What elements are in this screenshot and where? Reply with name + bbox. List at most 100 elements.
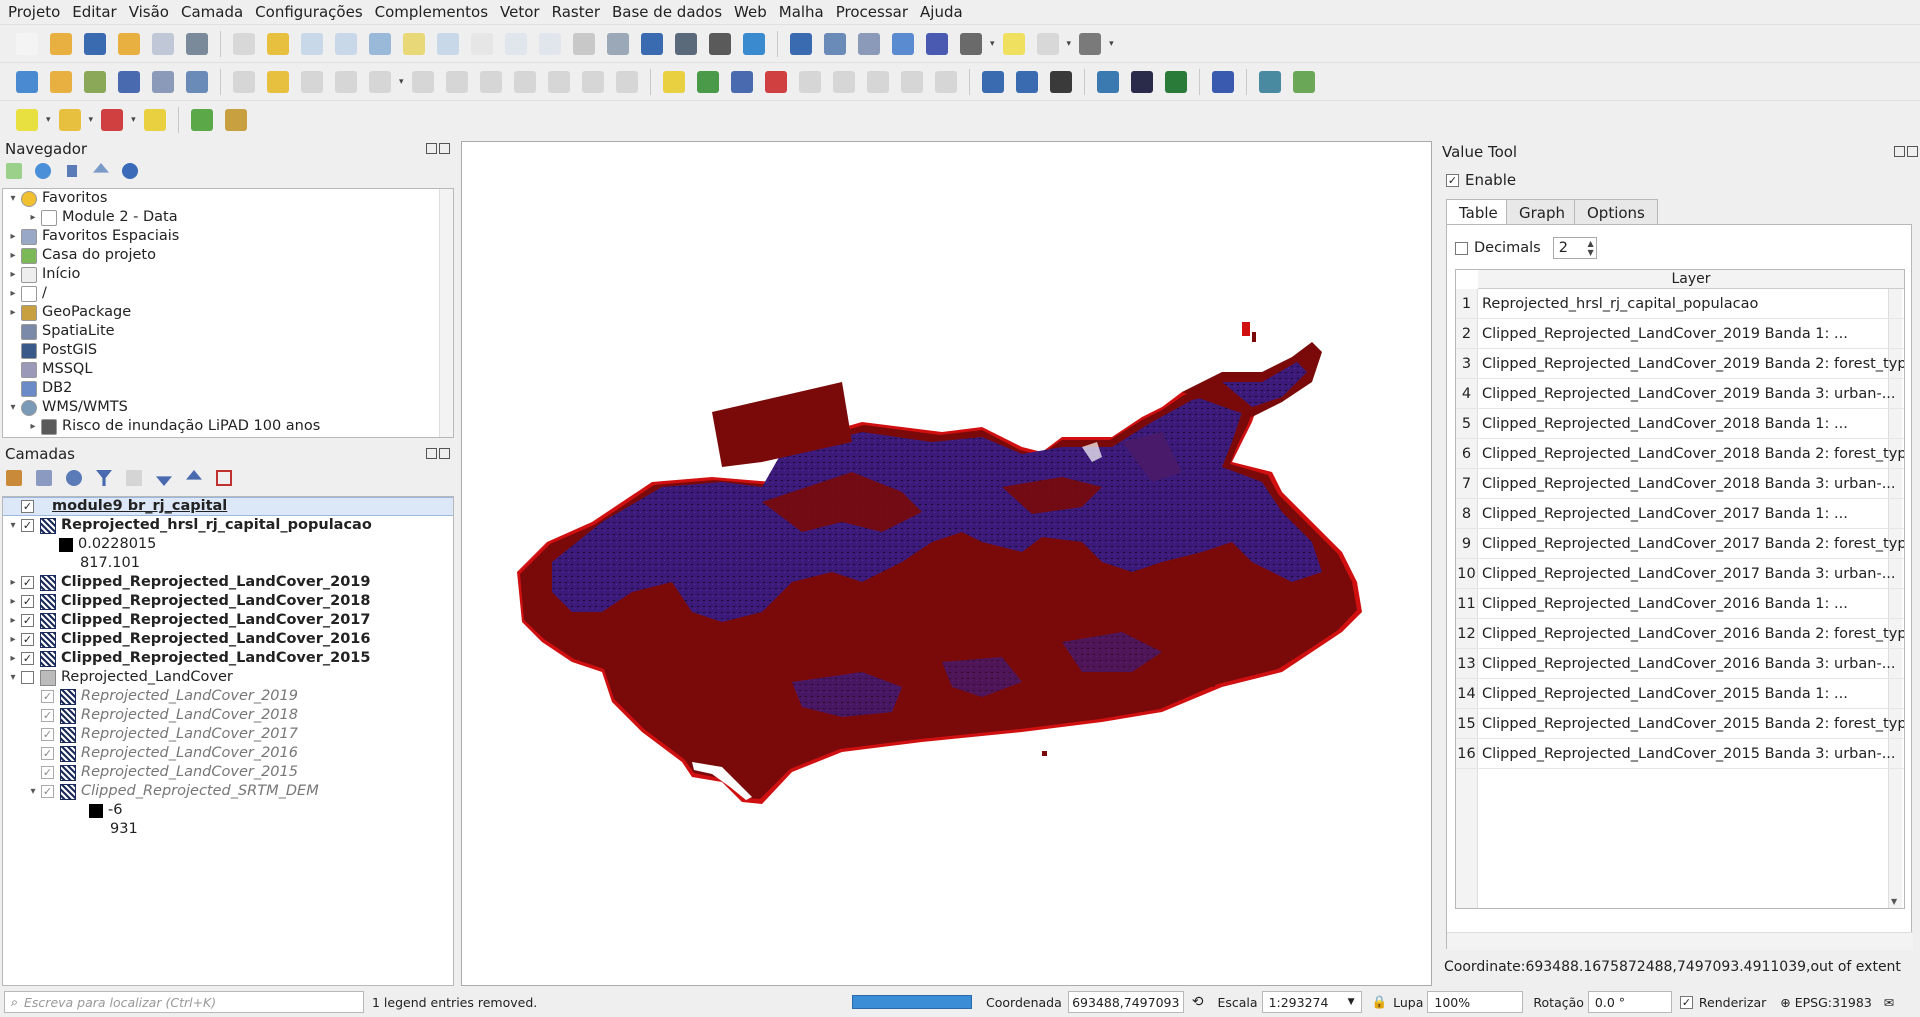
nav-item[interactable]: ▸ Casa do projeto xyxy=(3,246,453,265)
filter-icon[interactable] xyxy=(64,163,80,179)
data-source-manager-button[interactable] xyxy=(12,67,42,97)
expand-arrow-icon[interactable]: ▸ xyxy=(10,288,16,299)
nav-item[interactable]: SpatiaLite xyxy=(3,322,453,341)
menu-8[interactable]: Raster xyxy=(551,3,600,21)
cut-features-button[interactable] xyxy=(476,67,506,97)
layer-item[interactable]: ▾ Reprojected_LandCover xyxy=(3,668,453,687)
close-icon[interactable] xyxy=(439,143,450,154)
toggle-editing-button[interactable] xyxy=(263,67,293,97)
layer-item[interactable]: -6 xyxy=(3,801,453,820)
table-row[interactable]: 4 Clipped_Reprojected_LandCover_2019 Band… xyxy=(1456,379,1904,409)
label-toolbar-button[interactable] xyxy=(659,67,689,97)
table-row[interactable]: 2 Clipped_Reprojected_LandCover_2019 Band… xyxy=(1456,319,1904,349)
zoom-native-button[interactable] xyxy=(467,29,497,59)
nav-item[interactable]: ▸ Início xyxy=(3,265,453,284)
layer-visibility-checkbox[interactable]: ✓ xyxy=(21,576,34,589)
metasearch-button[interactable] xyxy=(1046,67,1076,97)
nav-item[interactable]: ▸ / xyxy=(3,284,453,303)
table-row[interactable]: 1 Reprojected_hrsl_rj_capital_populacao xyxy=(1456,289,1904,319)
paste-features-button[interactable] xyxy=(544,67,574,97)
new-3d-view-button[interactable] xyxy=(603,29,633,59)
annotation-button[interactable] xyxy=(1033,29,1063,59)
layer-item[interactable]: 0.0228015 xyxy=(3,535,453,554)
layers-panel-buttons[interactable] xyxy=(426,448,452,462)
statistics-button[interactable] xyxy=(922,29,952,59)
layer-item[interactable]: ▸ ✓ Clipped_Reprojected_LandCover_2017 xyxy=(3,611,453,630)
pin-labels-button[interactable] xyxy=(727,67,757,97)
layer-visibility-checkbox[interactable]: ✓ xyxy=(21,500,34,513)
dropdown-arrow-icon[interactable]: ▾ xyxy=(46,114,51,125)
dropdown-arrow-icon[interactable]: ▾ xyxy=(1066,38,1072,49)
save-edits-button[interactable] xyxy=(297,67,327,97)
menu-13[interactable]: Ajuda xyxy=(920,3,963,21)
expand-arrow-icon[interactable]: ▸ xyxy=(10,269,16,280)
nav-item[interactable]: DB2 xyxy=(3,379,453,398)
layer-visibility-checkbox[interactable]: ✓ xyxy=(41,690,54,703)
toggle-extents-icon[interactable]: ⟲ xyxy=(1191,994,1204,1010)
nav-item[interactable]: ▸ Risco de inundação LiPAD 100 anos xyxy=(3,417,453,436)
coord-input[interactable]: 693488,7497093 xyxy=(1067,991,1184,1013)
zoom-full-button[interactable] xyxy=(365,29,395,59)
layer-item[interactable]: 817.101 xyxy=(3,554,453,573)
table-row[interactable]: 14 Clipped_Reprojected_LandCover_2015 Ban… xyxy=(1456,679,1904,709)
change-label-button[interactable] xyxy=(863,67,893,97)
add-selected-layers-icon[interactable] xyxy=(6,163,22,179)
lock-scale-icon[interactable]: 🔒 xyxy=(1371,994,1388,1009)
enable-checkbox[interactable]: ✓ xyxy=(1446,173,1459,187)
tab-graph[interactable]: Graph xyxy=(1506,199,1579,225)
layer-visibility-checkbox[interactable]: ✓ xyxy=(21,652,34,665)
render-checkbox[interactable]: ✓ xyxy=(1679,995,1693,1009)
menu-6[interactable]: Complementos xyxy=(374,3,489,21)
new-map-view-button[interactable] xyxy=(569,29,599,59)
manage-map-themes-icon[interactable] xyxy=(66,470,82,486)
decimals-checkbox[interactable] xyxy=(1455,241,1468,255)
collapse-all-icon[interactable] xyxy=(186,470,202,480)
highlight-labels-button[interactable] xyxy=(761,67,791,97)
table-row[interactable]: 16 Clipped_Reprojected_LandCover_2015 Ban… xyxy=(1456,739,1904,769)
scale-combo[interactable]: 1:293274 ▼ xyxy=(1261,991,1362,1013)
new-geopackage-button[interactable] xyxy=(46,67,76,97)
deselect-all-button[interactable] xyxy=(97,105,127,135)
chevron-down-icon[interactable]: ▼ xyxy=(1347,997,1355,1007)
menu-5[interactable]: Configurações xyxy=(255,3,363,21)
layer-item[interactable]: ▾ ✓ Clipped_Reprojected_SRTM_DEM xyxy=(3,782,453,801)
zoom-to-layer-button[interactable] xyxy=(433,29,463,59)
float-icon[interactable] xyxy=(426,143,437,154)
menu-9[interactable]: Base de dados xyxy=(612,3,723,21)
dropdown-arrow-icon[interactable]: ▾ xyxy=(131,114,136,125)
rotation-spinbox[interactable]: 0.0 ° xyxy=(1587,991,1672,1013)
menu-2[interactable]: Editar xyxy=(72,3,117,21)
spin-arrows-icon[interactable]: ▲ ▼ xyxy=(1587,239,1594,257)
table-row[interactable]: 9 Clipped_Reprojected_LandCover_2017 Band… xyxy=(1456,529,1904,559)
style-manager-button[interactable] xyxy=(182,29,212,59)
menu-10[interactable]: Web xyxy=(734,3,767,21)
float-icon[interactable] xyxy=(1894,146,1905,157)
dropdown-arrow-icon[interactable]: ▾ xyxy=(1109,38,1114,49)
column-header-layer[interactable]: Layer xyxy=(1478,270,1904,289)
zoom-last-button[interactable] xyxy=(501,29,531,59)
layer-item[interactable]: ▸ ✓ Clipped_Reprojected_LandCover_2019 xyxy=(3,573,453,592)
table-row[interactable]: 10 Clipped_Reprojected_LandCover_2017 Ban… xyxy=(1456,559,1904,589)
quickmapservices-button[interactable] xyxy=(1127,67,1157,97)
show-bookmarks-button[interactable] xyxy=(671,29,701,59)
spatial-bookmark-button[interactable] xyxy=(637,29,667,59)
layer-visibility-checkbox[interactable]: ✓ xyxy=(21,633,34,646)
help-button[interactable] xyxy=(1208,67,1238,97)
menu-12[interactable]: Processar xyxy=(835,3,909,21)
new-virtual-layer-button[interactable] xyxy=(148,67,178,97)
locator-button[interactable] xyxy=(187,105,217,135)
close-icon[interactable] xyxy=(439,448,450,459)
crs-button[interactable]: EPSG:31983 xyxy=(1794,994,1872,1010)
measure-button[interactable] xyxy=(956,29,986,59)
modify-attributes-button[interactable] xyxy=(408,67,438,97)
enable-checkbox-row[interactable]: ✓ Enable xyxy=(1446,171,1516,189)
table-row[interactable]: 12 Clipped_Reprojected_LandCover_2016 Ban… xyxy=(1456,619,1904,649)
new-temp-layer-button[interactable] xyxy=(114,67,144,97)
remove-layer-icon[interactable] xyxy=(216,470,232,486)
layer-visibility-checkbox[interactable]: ✓ xyxy=(41,785,54,798)
table-scrollbar[interactable]: ▼ xyxy=(1888,289,1902,908)
table-row[interactable]: 15 Clipped_Reprojected_LandCover_2015 Ban… xyxy=(1456,709,1904,739)
zoom-in-button[interactable] xyxy=(297,29,327,59)
tab-options[interactable]: Options xyxy=(1574,199,1658,225)
layer-item[interactable]: 931 xyxy=(3,820,453,839)
